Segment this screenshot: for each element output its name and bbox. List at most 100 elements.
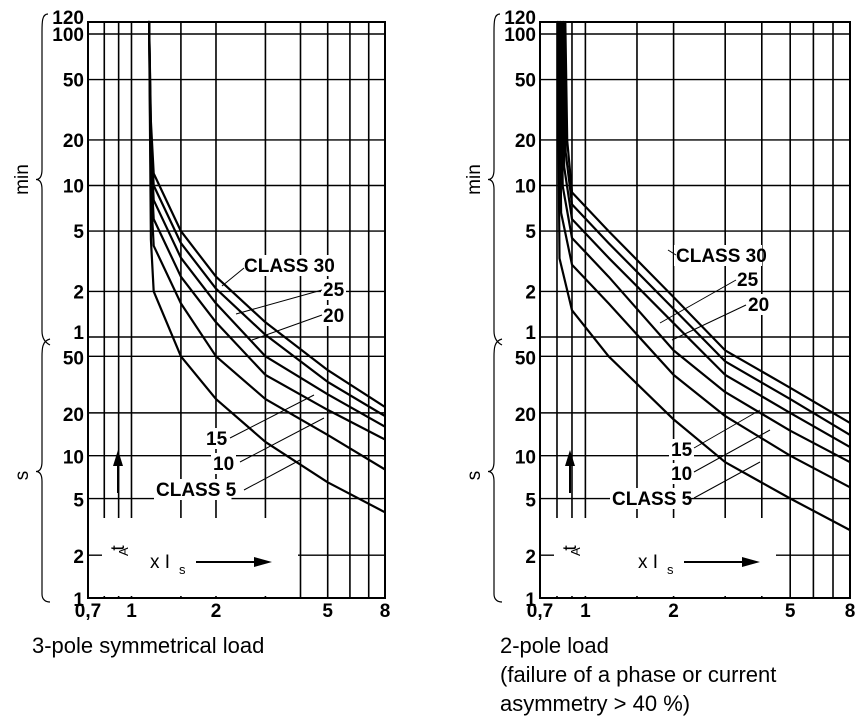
y-tick-label-s: 50 [63,348,84,369]
curve-label-leader [667,249,677,256]
curve-label-leader [693,409,761,449]
ta-arrow-head [565,450,575,466]
x-axis-label: x I [150,552,170,573]
x-tick-label: 2 [211,601,222,622]
curve-label-bg [669,463,694,484]
curve-label-leader [221,267,245,287]
curve-label: 10 [213,454,234,475]
y-tick-label-min: 20 [515,131,536,152]
y-unit-s: s [464,471,485,481]
curve-label: 25 [323,280,345,301]
y-tick-label-min: 2 [525,282,536,303]
curve-label: 10 [671,464,692,485]
x-arrow-head [254,557,272,567]
y-tick-label-s: 10 [63,448,84,469]
trip-curve [564,20,851,424]
axis-symbol-box [554,518,776,596]
curve-label-bg [242,255,330,276]
curve-label-leader [239,417,325,463]
y-axis-label-ta: t [108,545,129,551]
y-tick-label-s: 50 [515,348,536,369]
curve-label: 15 [671,440,693,461]
y-tick-label-min: 10 [515,176,536,197]
trip-curve [559,20,851,464]
y-axis-label-ta: t [560,545,581,551]
curve-label-bg [321,279,346,300]
right-chart-caption-line3: asymmetry > 40 %) [500,691,691,716]
y-unit-min: min [12,164,33,195]
trip-curve [558,20,851,489]
curve-label-bg [610,488,688,509]
curve-label-leader [229,394,315,439]
trip-curve [561,20,851,449]
curve-label-bg [154,479,232,500]
curve-label: CLASS 5 [156,480,237,501]
curve-label-bg [211,453,236,474]
x-tick-label: 5 [785,601,796,622]
brace-min [35,13,51,346]
y-axis-label-ta-sub: A [568,547,583,556]
x-tick-label: 0,7 [75,601,101,622]
x-tick-label: 8 [845,601,856,622]
y-tick-label-min: 50 [515,71,536,92]
brace-s [487,338,503,603]
y-tick-label-s: 10 [515,448,536,469]
trip-curve [556,20,851,532]
curve-label-leader [671,304,747,341]
curve-label: 25 [737,270,759,291]
y-tick-label-min: 20 [63,131,84,152]
right-chart-caption-line1: 2-pole load [500,633,609,658]
trip-curve [148,20,386,514]
y-tick-label-min: 100 [52,25,84,46]
curve-label-bg [674,245,762,266]
x-arrow-head [742,557,760,567]
x-tick-label: 0,7 [527,601,553,622]
curve-label-leader [251,314,323,341]
curve-label: 20 [323,306,344,327]
plot-frame [539,21,851,599]
y-tick-label-min: 10 [63,176,84,197]
y-tick-label-s: 2 [73,547,84,568]
y-tick-label-min: 5 [525,222,536,243]
y-tick-label-min: 50 [63,71,84,92]
curve-label-bg [204,428,229,449]
right-chart-caption-line2: (failure of a phase or current [500,662,777,687]
y-tick-label-min: 1 [73,323,84,344]
curve-label-bg [669,439,694,460]
brace-min [487,13,503,346]
y-axis-label-ta-sub: A [116,547,131,556]
y-tick-label-s: 20 [515,405,536,426]
x-tick-label: 8 [380,601,391,622]
ta-arrow-head [113,450,123,466]
trip-curve [562,20,851,436]
axis-symbol-box [102,518,298,596]
y-tick-label-min: 120 [504,8,536,29]
y-tick-label-s: 20 [63,405,84,426]
x-tick-label: 2 [668,601,679,622]
y-tick-label-min: 100 [504,25,536,46]
brace-s [35,338,51,603]
y-tick-label-s: 1 [525,590,536,611]
curve-label-leader [235,289,323,315]
curve-label-bg [746,294,771,315]
y-tick-label-s: 5 [73,491,84,512]
y-tick-label-min: 1 [525,323,536,344]
curve-label-leader [243,459,301,491]
y-tick-label-min: 5 [73,222,84,243]
y-tick-label-s: 1 [73,590,84,611]
y-tick-label-min: 2 [73,282,84,303]
curve-label: 20 [748,295,769,316]
x-tick-label: 1 [126,601,137,622]
y-unit-min: min [464,164,485,195]
curve-label: 15 [206,429,228,450]
y-tick-label-s: 5 [525,491,536,512]
x-tick-label: 5 [322,601,333,622]
y-tick-label-s: 2 [525,547,536,568]
y-unit-s: s [12,471,33,481]
curve-label: CLASS 30 [244,256,335,277]
curve-label-leader [693,429,771,473]
left-chart-caption: 3-pole symmetrical load [32,633,265,658]
curve-label-leader [659,279,737,324]
